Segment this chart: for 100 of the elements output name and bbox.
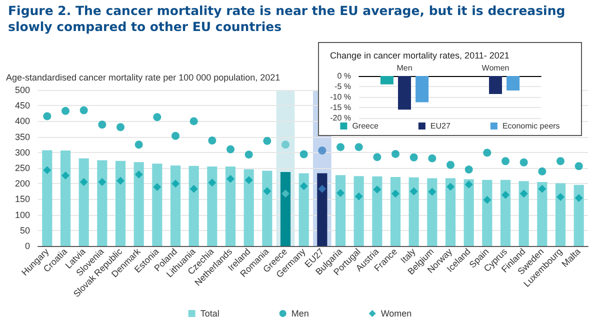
point [208,178,216,187]
y-tick-label: 50 [20,225,30,236]
legend-label: Economic peers [502,122,560,130]
bar [134,162,144,246]
legend-label: EU27 [430,122,451,130]
point [392,150,400,158]
bar [335,175,346,246]
bar [464,179,474,246]
bar [78,158,89,246]
point [80,106,88,114]
point [98,120,106,129]
point [62,106,70,115]
y-tick-label: 100 [14,210,30,220]
point [318,184,326,193]
y-tick-label: 450 [14,100,30,111]
y-tick-label: -10 % [330,92,351,102]
point [483,148,492,157]
y-tick-label: -20 % [330,114,351,122]
point [428,154,436,162]
point [263,136,272,145]
legend-label: Greece [352,122,379,130]
point [134,140,143,149]
point [502,190,510,199]
point [373,186,382,194]
bar [262,170,272,246]
y-axis-title: Age-standardised cancer mortality rate per 100 000 population, 2021 [6,72,280,82]
bar [280,172,291,246]
bar [97,160,108,246]
bar [482,180,492,246]
legend-label: Total [200,308,220,318]
point [244,176,253,184]
point [538,167,546,176]
point [98,178,106,186]
point [190,184,198,193]
point [43,166,52,174]
point [464,180,473,189]
y-tick-label: 0 [24,241,30,251]
bar [244,169,254,246]
bar [225,166,236,246]
bar [555,183,566,246]
point [208,136,216,145]
chart-title: Figure 2. The cancer mortality rate is near the EU average, but it is decreasing slowly compared to other EU countries [8,3,566,35]
point [502,157,510,166]
point [428,188,436,196]
y-tick-label: 350 [14,132,30,142]
point [153,183,162,192]
point [226,145,234,154]
bar [354,176,364,246]
y-tick-label: 150 [14,194,30,204]
point [116,176,124,185]
y-tick-label: -5 % [334,82,351,91]
point [153,113,162,122]
bar [115,160,126,246]
point [300,150,308,158]
y-tick-label: 250 [14,163,30,173]
point [520,190,528,198]
bar [152,164,162,246]
y-tick-label: 0 % [337,72,351,80]
point [244,150,253,159]
bar [188,166,199,246]
point [354,143,363,152]
point [336,188,344,197]
point [520,158,528,166]
point [116,123,124,132]
bar [390,177,401,246]
point [134,170,143,179]
point [410,187,418,196]
point [172,180,180,188]
bar [170,166,181,246]
point [574,162,583,170]
legend-label: Men [291,308,309,318]
bar [372,176,382,246]
bar [574,184,584,246]
bar [537,182,548,246]
point [556,157,564,166]
point [190,117,198,126]
point [318,146,326,155]
point [556,193,564,202]
point [282,140,290,149]
bar [500,180,511,246]
bar [518,181,529,246]
point [410,153,418,162]
point [354,192,363,200]
point [43,112,52,120]
bar [427,178,438,246]
point [62,171,70,180]
bar [317,173,328,246]
chart-title: Change in cancer mortality rates, 2011- 2021 [330,50,510,60]
y-tick-label: 200 [14,178,30,189]
point [446,182,454,191]
point [172,132,180,140]
y-tick-label: -15 % [330,103,351,112]
point [392,190,400,198]
point [282,190,290,198]
point [574,194,583,202]
point [300,182,308,190]
point [538,184,546,193]
bar [445,178,456,246]
bar [298,173,309,246]
point [446,160,454,169]
